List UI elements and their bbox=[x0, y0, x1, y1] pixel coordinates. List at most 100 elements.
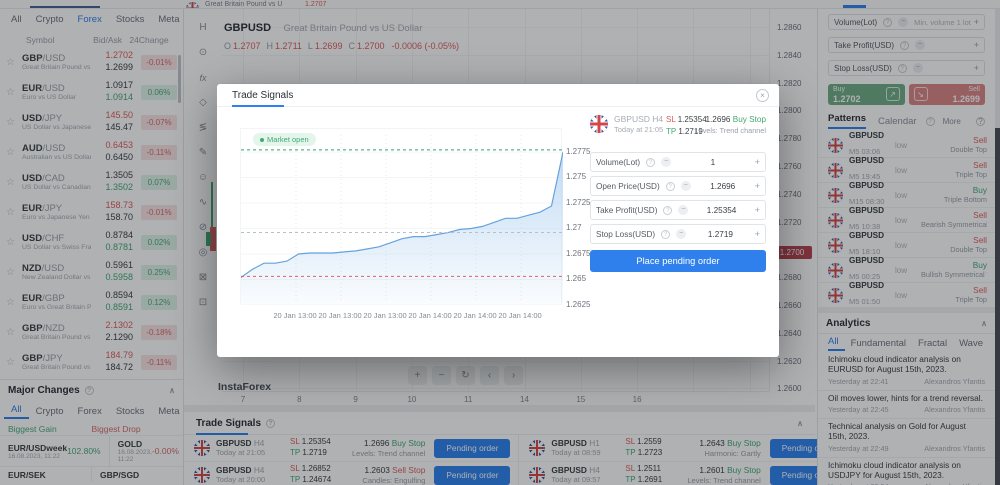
decrement-button[interactable]: − bbox=[678, 205, 689, 215]
increment-button[interactable]: + bbox=[973, 17, 979, 27]
indicators-icon[interactable]: fx bbox=[199, 73, 207, 83]
tab-more[interactable]: More bbox=[942, 116, 961, 126]
watchlist-row[interactable]: ☆ USD/CAD US Dollar vs Canadian 1.3505 1.350… bbox=[0, 167, 183, 197]
major-changes-tab-crypto[interactable]: Crypto bbox=[35, 405, 64, 417]
watchlist-scrollbar[interactable] bbox=[178, 55, 181, 103]
modal-order-field[interactable]: Take Profit(USD)? − 1.25354 + bbox=[590, 200, 766, 220]
gann-tools-icon[interactable]: ⊙ bbox=[198, 47, 208, 58]
decrement-button[interactable]: − bbox=[661, 157, 672, 167]
watchlist-tab-all[interactable]: All bbox=[11, 13, 22, 25]
watchlist-tab-stocks[interactable]: Stocks bbox=[115, 13, 145, 25]
volatility-icon[interactable]: ∿ bbox=[198, 197, 208, 208]
pattern-row[interactable]: GBPUSD M5 01:50 low Sell Triple Top bbox=[818, 281, 995, 308]
hide-drawings-icon[interactable]: ⊘ bbox=[198, 222, 208, 233]
emoji-icon[interactable]: ☺ bbox=[197, 172, 209, 183]
info-icon[interactable]: ? bbox=[266, 418, 276, 428]
analytics-tab-fundamental[interactable]: Fundamental bbox=[850, 337, 907, 349]
collapse-icon[interactable]: ∧ bbox=[981, 318, 987, 328]
favorite-star-icon[interactable]: ☆ bbox=[6, 296, 15, 308]
major-changes-tab-all[interactable]: All bbox=[4, 404, 29, 419]
place-pending-order-button[interactable]: Place pending order bbox=[590, 250, 766, 272]
favorite-star-icon[interactable]: ☆ bbox=[6, 326, 15, 338]
help-icon[interactable]: ? bbox=[897, 63, 907, 73]
time-axis[interactable]: 7 8 9 10 11 14 15 16 bbox=[222, 391, 769, 405]
modal-order-field[interactable]: Stop Loss(USD)? − 1.2719 + bbox=[590, 224, 766, 244]
favorite-star-icon[interactable]: ☆ bbox=[6, 206, 15, 218]
favorite-star-icon[interactable]: ☆ bbox=[6, 146, 15, 158]
analytics-item[interactable]: Ichimoku cloud indicator analysis on USD… bbox=[818, 458, 995, 485]
pattern-row[interactable]: GBPUSD M5 00:25 low Buy Bullish Symmetrical … bbox=[818, 256, 995, 283]
favorite-star-icon[interactable]: ☆ bbox=[6, 86, 15, 98]
pattern-row[interactable]: GBPUSD M15 08:30 low Buy Triple Bottom bbox=[818, 181, 995, 208]
buy-button[interactable]: Buy 1.2702 ↗ bbox=[828, 84, 905, 105]
biggest-gain-item[interactable]: EUR/USDweek 16.08.2023, 11:22 102.80% bbox=[0, 435, 110, 466]
pending-order-button[interactable]: Pending order bbox=[434, 465, 511, 485]
decrement-button[interactable]: − bbox=[898, 17, 909, 27]
close-icon[interactable]: × bbox=[756, 89, 769, 102]
watchlist-tab-meta[interactable]: Meta bbox=[158, 13, 180, 25]
gain-next-item[interactable]: EUR/SEK bbox=[0, 466, 92, 482]
pattern-row[interactable]: GBPUSD M5 10:38 low Sell Bearish Symmetrical… bbox=[818, 206, 995, 233]
increment-button[interactable]: + bbox=[973, 63, 979, 73]
pattern-row[interactable]: GBPUSD M5 03:06 low Sell Double Top bbox=[818, 131, 995, 158]
order-field[interactable]: Volume(Lot)? − Min. volume 1 lot + bbox=[828, 14, 985, 30]
analytics-item[interactable]: Ichimoku cloud indicator analysis on EUR… bbox=[818, 352, 995, 391]
decrement-button[interactable]: − bbox=[915, 40, 926, 50]
help-icon[interactable]: ? bbox=[646, 157, 656, 167]
modal-title-tab[interactable]: Trade Signals bbox=[232, 90, 294, 101]
brush-icon[interactable]: ✎ bbox=[198, 147, 208, 158]
increment-button[interactable]: + bbox=[754, 181, 760, 191]
info-icon[interactable]: ? bbox=[84, 386, 94, 395]
increment-button[interactable]: + bbox=[754, 157, 760, 167]
zoom-in-button[interactable]: + bbox=[408, 366, 427, 385]
help-icon[interactable]: ? bbox=[661, 229, 671, 239]
favorite-star-icon[interactable]: ☆ bbox=[6, 176, 15, 188]
scroll-right-button[interactable]: › bbox=[504, 366, 523, 385]
trade-signal-row[interactable]: GBPUSD H4 Today at 20:00 SL 1.26852 TP 1.24… bbox=[184, 462, 518, 485]
increment-button[interactable]: + bbox=[754, 205, 760, 215]
shapes-icon[interactable]: ◇ bbox=[199, 97, 207, 108]
zoom-out-button[interactable]: − bbox=[432, 366, 451, 385]
trade-signal-row[interactable]: GBPUSD H4 Today at 21:05 SL 1.25354 TP 1.27… bbox=[184, 435, 519, 462]
favorite-star-icon[interactable]: ☆ bbox=[6, 116, 15, 128]
help-icon[interactable]: ? bbox=[665, 181, 675, 191]
favorite-star-icon[interactable]: ☆ bbox=[6, 236, 15, 248]
decrement-button[interactable]: − bbox=[912, 63, 923, 73]
decrement-button[interactable]: − bbox=[680, 181, 691, 191]
collapse-icon[interactable]: ∧ bbox=[797, 418, 803, 428]
decrement-button[interactable]: − bbox=[676, 229, 687, 239]
major-changes-tab-meta[interactable]: Meta bbox=[158, 405, 180, 417]
scroll-left-button[interactable]: ‹ bbox=[480, 366, 499, 385]
analytics-item[interactable]: Oil moves lower, hints for a trend rever… bbox=[818, 391, 995, 420]
analytics-tab-all[interactable]: All bbox=[828, 336, 845, 351]
modal-order-field[interactable]: Volume(Lot)? − 1 + bbox=[590, 152, 766, 172]
info-icon[interactable]: ? bbox=[925, 116, 935, 126]
remove-all-icon[interactable]: ⊠ bbox=[198, 272, 208, 283]
watchlist-tab-crypto[interactable]: Crypto bbox=[35, 13, 64, 25]
biggest-drop-item[interactable]: GOLD 16.08.2023, 11:22 -0.00% bbox=[109, 435, 183, 466]
help-icon[interactable]: ? bbox=[900, 40, 910, 50]
major-changes-tab-forex[interactable]: Forex bbox=[77, 405, 102, 417]
page-scrollbar[interactable] bbox=[995, 9, 1000, 485]
sell-button[interactable]: Sell 1.2699 ↘ bbox=[908, 84, 985, 105]
collapse-icon[interactable]: ∧ bbox=[169, 386, 175, 395]
screenshot-icon[interactable]: ⊡ bbox=[198, 297, 208, 308]
watchlist-tab-forex[interactable]: Forex bbox=[77, 13, 102, 25]
favorite-star-icon[interactable]: ☆ bbox=[6, 266, 15, 278]
scrollbar-thumb[interactable] bbox=[995, 128, 1000, 485]
reset-chart-button[interactable]: ↻ bbox=[456, 366, 475, 385]
help-icon[interactable]: ? bbox=[976, 116, 985, 126]
favorite-star-icon[interactable]: ☆ bbox=[6, 56, 15, 68]
order-field[interactable]: Stop Loss(USD)? − + bbox=[828, 60, 985, 76]
watchlist-row[interactable]: ☆ AUD/USD Australian vs US Dollar 0.6453 0.6… bbox=[0, 137, 183, 167]
analytics-tab-fractal[interactable]: Fractal bbox=[918, 337, 948, 349]
hide-indicators-icon[interactable]: ◎ bbox=[198, 247, 208, 258]
help-icon[interactable]: ? bbox=[663, 205, 673, 215]
favorite-star-icon[interactable]: ☆ bbox=[6, 356, 15, 368]
